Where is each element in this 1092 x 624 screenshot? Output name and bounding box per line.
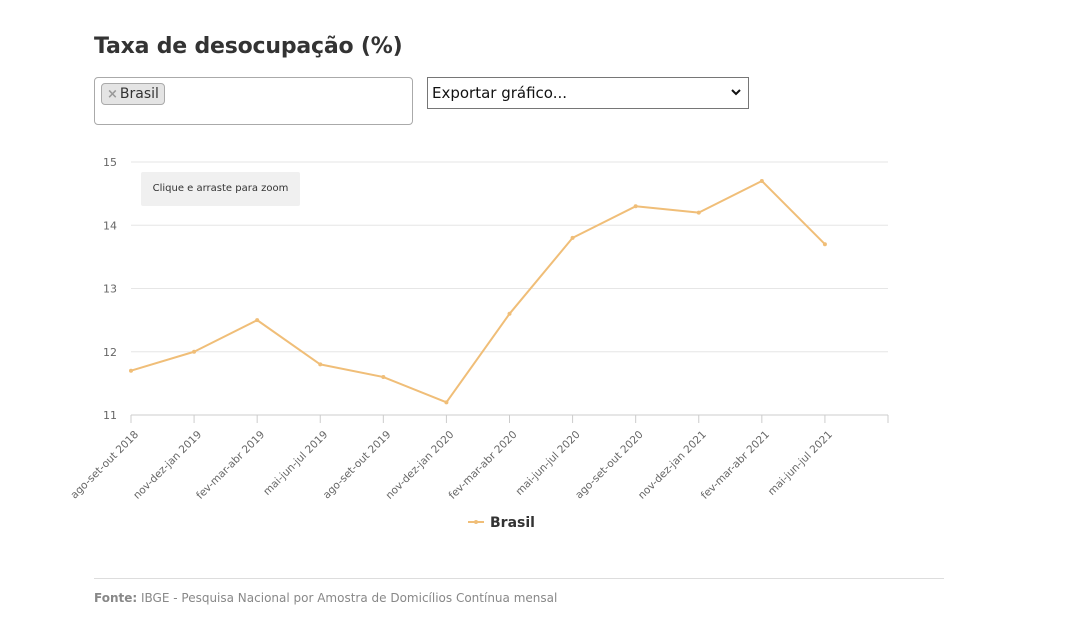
data-point[interactable] (255, 318, 260, 323)
y-tick-label: 11 (103, 409, 117, 422)
page-title: Taxa de desocupação (%) (94, 34, 403, 59)
region-tag: × Brasil (101, 83, 165, 105)
zoom-hint-button[interactable]: Clique e arraste para zoom (141, 172, 300, 206)
data-point[interactable] (633, 204, 638, 209)
data-point[interactable] (318, 362, 323, 367)
data-point[interactable] (444, 400, 449, 405)
remove-tag-icon[interactable]: × (107, 87, 118, 102)
source-text: IBGE - Pesquisa Nacional por Amostra de … (137, 591, 558, 605)
x-tick-label: ago-set-out 2019 (321, 429, 394, 502)
x-tick-label: nov-dez-jan 2021 (636, 429, 709, 502)
data-point[interactable] (129, 368, 133, 373)
data-point[interactable] (192, 349, 197, 354)
data-point[interactable] (570, 235, 575, 240)
x-tick-label: fev-mar-abr 2021 (699, 429, 772, 502)
data-point[interactable] (507, 311, 512, 316)
y-tick-label: 15 (103, 156, 117, 169)
series-line-brasil[interactable] (130, 179, 826, 404)
source-note: Fonte: IBGE - Pesquisa Nacional por Amos… (94, 591, 557, 605)
y-tick-label: 12 (103, 346, 117, 359)
y-tick-label: 14 (103, 219, 117, 232)
data-point[interactable] (381, 375, 386, 380)
x-tick-label: nov-dez-jan 2019 (131, 429, 204, 502)
legend-item-brasil[interactable]: Brasil (490, 515, 535, 531)
source-label: Fonte: (94, 591, 138, 605)
x-tick-label: fev-mar-abr 2020 (446, 429, 519, 502)
export-chart-select[interactable]: Exportar gráfico... (427, 77, 749, 109)
data-point[interactable] (822, 242, 827, 247)
x-tick-label: ago-set-out 2018 (68, 429, 141, 502)
export-chart-selected: Exportar gráfico... (432, 84, 568, 102)
data-point[interactable] (759, 178, 764, 183)
source-divider (94, 578, 944, 579)
legend-swatch-marker (474, 520, 478, 524)
x-tick-label: mai-jun-jul 2019 (261, 429, 330, 498)
x-tick-label: mai-jun-jul 2020 (513, 429, 582, 498)
region-tag-label: Brasil (119, 86, 159, 102)
region-multiselect[interactable]: × Brasil (94, 77, 413, 125)
y-tick-label: 13 (103, 283, 117, 296)
x-tick-label: mai-jun-jul 2021 (766, 429, 835, 498)
x-tick-label: fev-mar-abr 2019 (194, 429, 267, 502)
chevron-down-icon (731, 89, 741, 96)
x-tick-label: ago-set-out 2020 (573, 429, 646, 502)
x-tick-label: nov-dez-jan 2020 (383, 429, 456, 502)
data-point[interactable] (696, 210, 701, 215)
